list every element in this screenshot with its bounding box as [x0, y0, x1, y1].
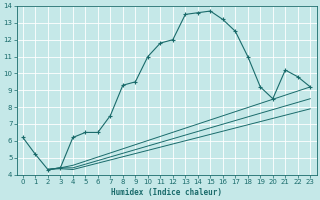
X-axis label: Humidex (Indice chaleur): Humidex (Indice chaleur) [111, 188, 222, 197]
